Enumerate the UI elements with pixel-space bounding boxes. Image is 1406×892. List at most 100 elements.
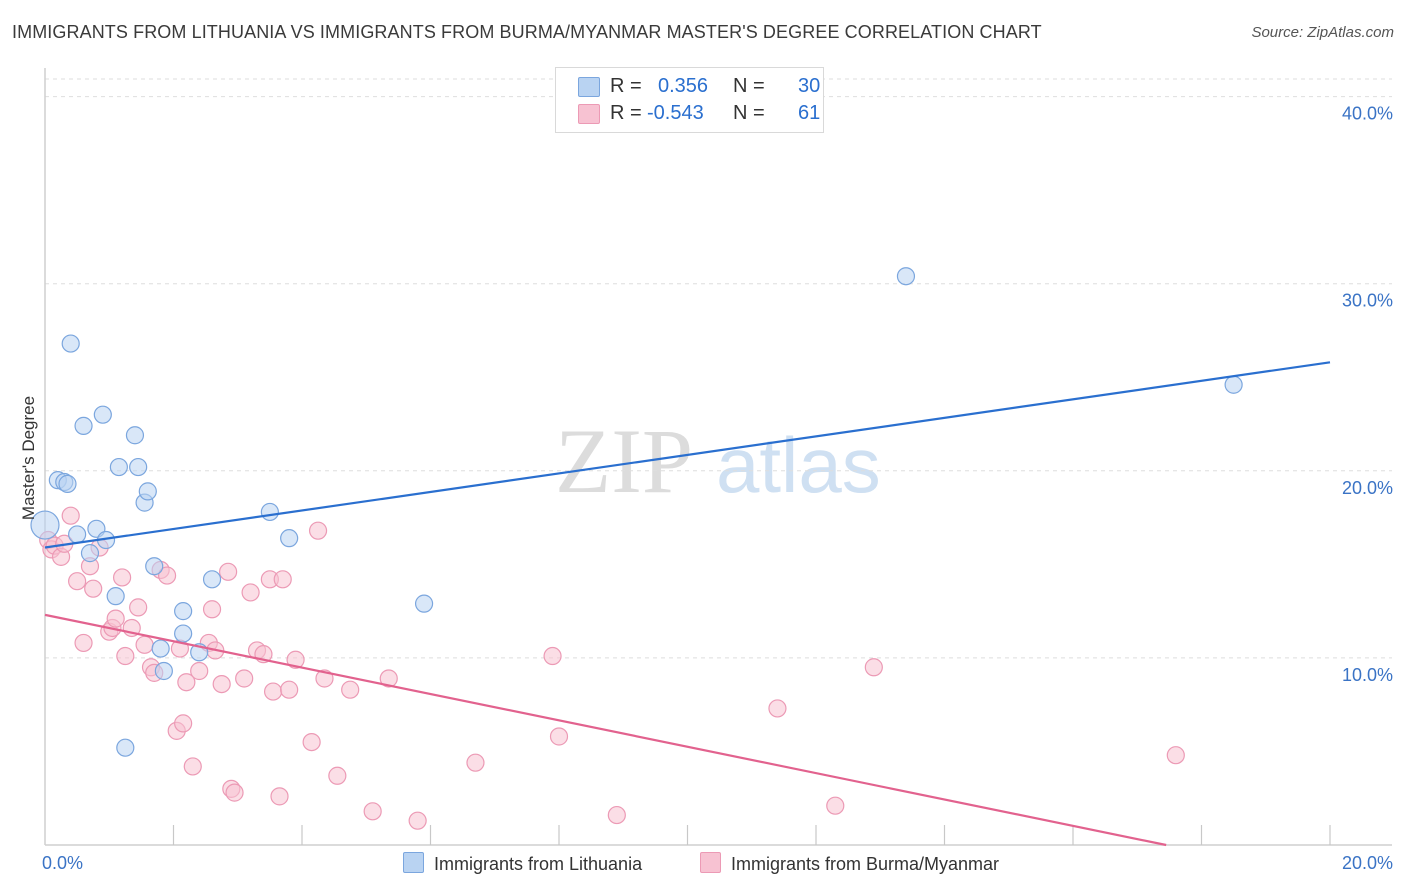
- lithuania-trend-line: [44, 361, 1331, 549]
- bottom-legend-lithuania: Immigrants from Lithuania: [403, 852, 642, 875]
- lithuania-point: [68, 525, 87, 544]
- burma-point: [174, 714, 193, 733]
- burma-point: [225, 783, 244, 802]
- burma-point: [328, 766, 347, 785]
- gridlines: [45, 78, 1392, 659]
- lithuania-point: [106, 587, 125, 606]
- legend-n-value: 61: [798, 102, 821, 124]
- burma-point: [219, 562, 238, 581]
- y-tick-label: 30.0%: [1342, 291, 1393, 311]
- lithuania-point: [260, 502, 279, 522]
- y-tick-labels: 10.0% 20.0% 30.0% 40.0%: [1342, 104, 1393, 685]
- burma-point: [157, 566, 177, 585]
- burma-point: [363, 802, 382, 821]
- burma-point: [106, 609, 125, 628]
- burma-point: [235, 669, 254, 688]
- lithuania-point: [174, 624, 193, 643]
- burma-point: [466, 753, 485, 772]
- lithuania-point: [30, 510, 60, 540]
- legend-r-value: 0.356: [658, 75, 709, 97]
- legend-r-label: R =: [610, 75, 642, 97]
- lithuania-point: [151, 639, 170, 658]
- burma-point: [263, 682, 283, 701]
- y-tick-label: 40.0%: [1342, 104, 1393, 124]
- chart-title: IMMIGRANTS FROM LITHUANIA VS IMMIGRANTS …: [12, 22, 1042, 42]
- burma-trend-line: [44, 613, 1167, 847]
- lithuania-point: [116, 738, 135, 757]
- burma-point: [190, 661, 209, 681]
- lithuania-point: [280, 529, 299, 548]
- lithuania-point: [61, 334, 80, 353]
- lithuania-point: [1224, 375, 1243, 394]
- burma-point: [543, 646, 562, 666]
- lithuania-point: [138, 482, 157, 501]
- burma-point: [408, 811, 427, 830]
- burma-point: [308, 521, 328, 540]
- lithuania-point: [93, 405, 112, 424]
- legend-r-value: -0.543: [647, 102, 704, 124]
- lithuania-point: [125, 426, 145, 445]
- x-tick-label: 20.0%: [1342, 853, 1393, 873]
- burma-point: [607, 805, 626, 825]
- burma-point: [864, 658, 883, 677]
- burma-points: [39, 506, 1185, 830]
- legend-swatch-pink: [578, 104, 600, 124]
- burma-point: [68, 572, 87, 591]
- burma-point: [129, 598, 148, 617]
- watermark: ZIP atlas: [555, 410, 881, 512]
- burma-point: [270, 787, 289, 806]
- legend-n-label: N =: [733, 75, 765, 97]
- burma-point: [116, 646, 135, 666]
- burma-point: [286, 650, 305, 669]
- legend-r-label: R =: [610, 102, 642, 124]
- correlation-legend: R = 0.356 N = 30 R = -0.543 N = 61: [555, 67, 824, 133]
- lithuania-point: [74, 416, 93, 435]
- trend-lines: [44, 361, 1331, 847]
- bottom-legend-label: Immigrants from Burma/Myanmar: [731, 854, 1000, 874]
- burma-point: [379, 669, 398, 688]
- legend-n-label: N =: [733, 102, 765, 124]
- burma-point: [302, 732, 321, 752]
- burma-point: [549, 727, 569, 746]
- y-axis-label: Master's Degree: [19, 395, 38, 521]
- lithuania-point: [414, 594, 434, 613]
- lithuania-point: [129, 457, 148, 477]
- lithuania-point: [58, 474, 77, 493]
- lithuania-point: [174, 602, 193, 621]
- burma-point: [341, 680, 360, 699]
- burma-point: [315, 669, 334, 688]
- burma-point: [135, 635, 154, 654]
- bottom-legend-swatch-pink: [700, 852, 721, 873]
- burma-point: [61, 506, 80, 525]
- burma-point: [826, 796, 845, 815]
- lithuania-point: [896, 267, 916, 286]
- burma-point: [177, 673, 196, 692]
- burma-point: [183, 757, 202, 776]
- lithuania-point: [109, 457, 128, 477]
- lithuania-points: [30, 267, 1243, 757]
- burma-point: [280, 680, 299, 699]
- bottom-legend-burma: Immigrants from Burma/Myanmar: [700, 852, 999, 875]
- watermark-atlas: atlas: [716, 421, 881, 509]
- burma-point: [212, 674, 231, 694]
- bottom-legend-label: Immigrants from Lithuania: [434, 854, 643, 874]
- lithuania-point: [202, 570, 222, 589]
- burma-point: [273, 570, 292, 589]
- burma-point: [768, 699, 787, 718]
- source-credit: Source: ZipAtlas.com: [1251, 24, 1394, 41]
- x-tick-labels: 0.0% 20.0%: [42, 853, 1393, 873]
- lithuania-point: [154, 661, 173, 681]
- burma-point: [1166, 746, 1185, 765]
- burma-point: [84, 579, 103, 598]
- bottom-legend-swatch-blue: [403, 852, 424, 873]
- burma-point: [112, 568, 132, 587]
- lithuania-point: [80, 544, 100, 563]
- axes: [44, 68, 1392, 846]
- watermark-zip: ZIP: [555, 410, 693, 512]
- x-tick-label: 0.0%: [42, 853, 83, 873]
- legend-n-value: 30: [798, 75, 821, 97]
- burma-point: [202, 600, 222, 619]
- legend-swatch-blue: [578, 77, 600, 97]
- burma-point: [74, 633, 93, 653]
